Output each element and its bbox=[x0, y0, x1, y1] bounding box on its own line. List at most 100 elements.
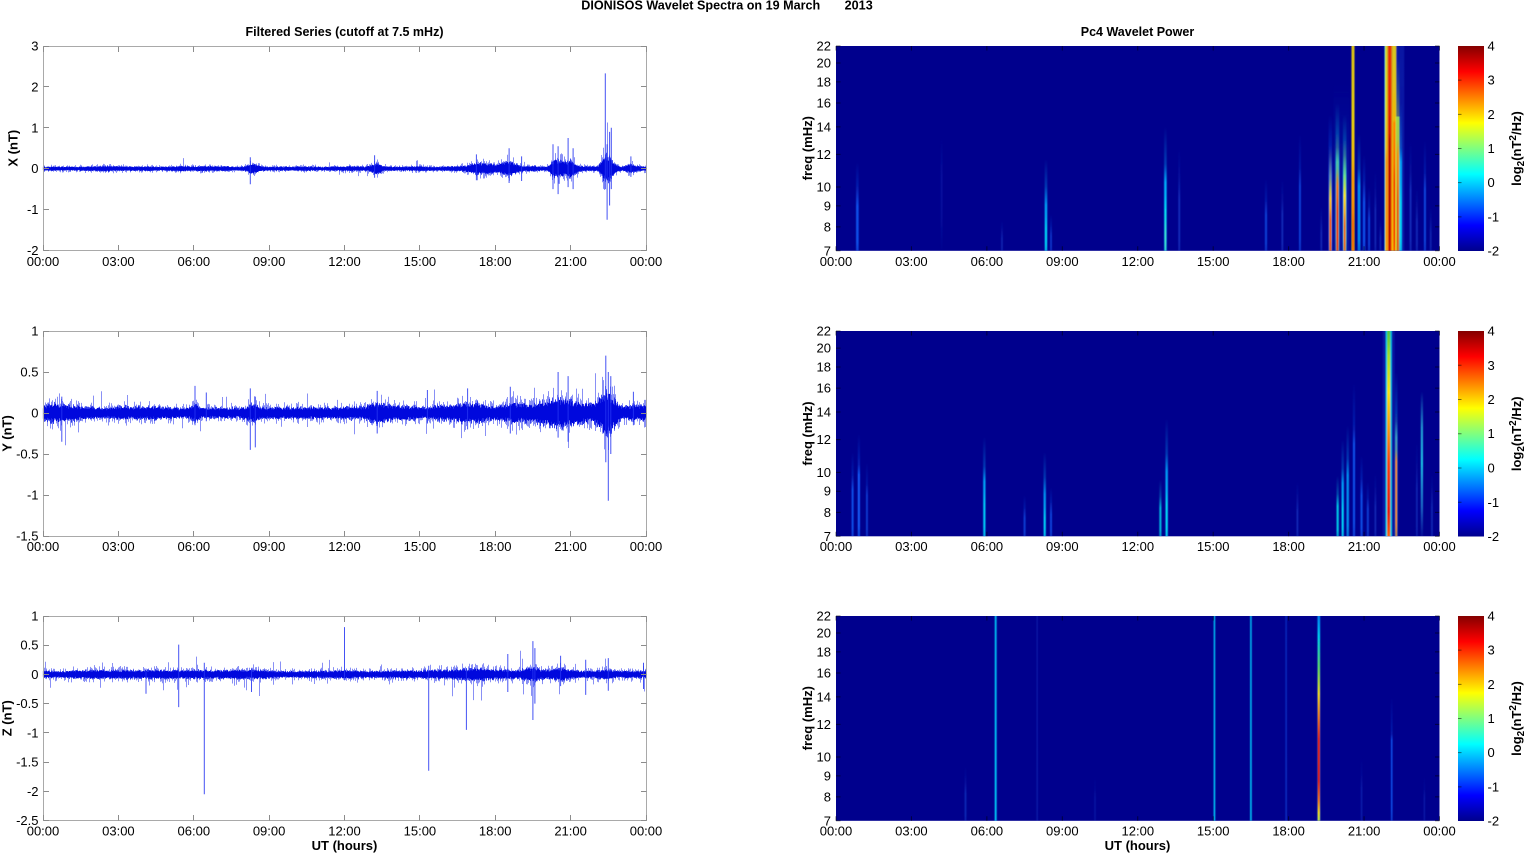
svg-text:03:00: 03:00 bbox=[102, 824, 135, 839]
svg-text:18:00: 18:00 bbox=[479, 824, 512, 839]
svg-text:Z (nT): Z (nT) bbox=[0, 700, 15, 736]
svg-text:-2: -2 bbox=[1488, 529, 1500, 544]
svg-text:21:00: 21:00 bbox=[1348, 539, 1381, 554]
svg-text:18: 18 bbox=[817, 644, 831, 659]
svg-text:22: 22 bbox=[817, 39, 831, 54]
svg-text:8: 8 bbox=[824, 505, 831, 520]
svg-text:0.5: 0.5 bbox=[20, 638, 38, 653]
svg-text:00:00: 00:00 bbox=[820, 824, 853, 839]
svg-text:00:00: 00:00 bbox=[820, 539, 853, 554]
svg-text:00:00: 00:00 bbox=[630, 539, 663, 554]
svg-text:20: 20 bbox=[817, 341, 831, 356]
svg-text:-0.5: -0.5 bbox=[16, 696, 38, 711]
svg-text:18:00: 18:00 bbox=[1272, 824, 1305, 839]
svg-text:0: 0 bbox=[31, 161, 38, 176]
svg-text:00:00: 00:00 bbox=[27, 539, 60, 554]
svg-text:20: 20 bbox=[817, 626, 831, 641]
svg-text:12:00: 12:00 bbox=[1122, 254, 1155, 269]
svg-text:log2(nT2/Hz): log2(nT2/Hz) bbox=[1508, 111, 1525, 186]
svg-text:00:00: 00:00 bbox=[1423, 824, 1456, 839]
svg-text:2: 2 bbox=[1488, 392, 1495, 407]
svg-text:-2: -2 bbox=[27, 784, 39, 799]
svg-text:03:00: 03:00 bbox=[895, 254, 928, 269]
svg-text:DIONISOS Wavelet Spectra on 19: DIONISOS Wavelet Spectra on 19 March 201… bbox=[581, 0, 872, 13]
svg-text:03:00: 03:00 bbox=[895, 824, 928, 839]
svg-text:8: 8 bbox=[824, 219, 831, 234]
svg-text:4: 4 bbox=[1488, 39, 1495, 54]
svg-text:09:00: 09:00 bbox=[1046, 539, 1079, 554]
svg-text:09:00: 09:00 bbox=[253, 539, 286, 554]
svg-text:18:00: 18:00 bbox=[479, 254, 512, 269]
svg-text:09:00: 09:00 bbox=[1046, 824, 1079, 839]
svg-text:1: 1 bbox=[1488, 141, 1495, 156]
svg-text:03:00: 03:00 bbox=[102, 254, 135, 269]
svg-text:freq (mHz): freq (mHz) bbox=[800, 401, 815, 465]
svg-text:3: 3 bbox=[31, 39, 38, 54]
svg-text:14: 14 bbox=[817, 119, 831, 134]
svg-text:14: 14 bbox=[817, 405, 831, 420]
svg-text:21:00: 21:00 bbox=[554, 254, 587, 269]
svg-text:0: 0 bbox=[1488, 745, 1495, 760]
svg-text:-2.5: -2.5 bbox=[16, 813, 38, 828]
svg-text:Filtered Series (cutoff at 7.5: Filtered Series (cutoff at 7.5 mHz) bbox=[246, 25, 444, 39]
svg-text:06:00: 06:00 bbox=[971, 539, 1004, 554]
svg-text:15:00: 15:00 bbox=[1197, 824, 1230, 839]
svg-text:00:00: 00:00 bbox=[1423, 254, 1456, 269]
svg-text:2: 2 bbox=[1488, 677, 1495, 692]
svg-text:1: 1 bbox=[31, 324, 38, 339]
svg-text:0: 0 bbox=[1488, 175, 1495, 190]
svg-text:7: 7 bbox=[824, 813, 831, 828]
svg-text:-1.5: -1.5 bbox=[16, 755, 38, 770]
svg-text:2: 2 bbox=[1488, 107, 1495, 122]
svg-text:18: 18 bbox=[817, 74, 831, 89]
svg-text:15:00: 15:00 bbox=[1197, 539, 1230, 554]
svg-text:-2: -2 bbox=[1488, 814, 1500, 829]
svg-text:18:00: 18:00 bbox=[1272, 539, 1305, 554]
svg-text:X (nT): X (nT) bbox=[6, 130, 21, 167]
svg-text:18:00: 18:00 bbox=[479, 539, 512, 554]
svg-text:06:00: 06:00 bbox=[178, 539, 211, 554]
svg-text:16: 16 bbox=[817, 666, 831, 681]
svg-text:9: 9 bbox=[824, 198, 831, 213]
svg-text:UT (hours): UT (hours) bbox=[1105, 838, 1171, 853]
svg-text:00:00: 00:00 bbox=[630, 824, 663, 839]
svg-text:00:00: 00:00 bbox=[630, 254, 663, 269]
svg-text:00:00: 00:00 bbox=[27, 824, 60, 839]
svg-text:3: 3 bbox=[1488, 73, 1495, 88]
svg-text:03:00: 03:00 bbox=[102, 539, 135, 554]
svg-text:22: 22 bbox=[817, 324, 831, 339]
svg-text:0.5: 0.5 bbox=[20, 365, 38, 380]
svg-text:00:00: 00:00 bbox=[1423, 539, 1456, 554]
svg-text:freq (mHz): freq (mHz) bbox=[800, 116, 815, 180]
svg-text:12:00: 12:00 bbox=[328, 254, 361, 269]
svg-text:06:00: 06:00 bbox=[971, 824, 1004, 839]
svg-text:Pc4 Wavelet Power: Pc4 Wavelet Power bbox=[1081, 25, 1195, 39]
svg-text:00:00: 00:00 bbox=[820, 254, 853, 269]
svg-text:21:00: 21:00 bbox=[554, 824, 587, 839]
svg-text:06:00: 06:00 bbox=[178, 824, 211, 839]
svg-text:06:00: 06:00 bbox=[178, 254, 211, 269]
svg-text:15:00: 15:00 bbox=[404, 539, 437, 554]
svg-text:21:00: 21:00 bbox=[1348, 254, 1381, 269]
svg-text:-1: -1 bbox=[27, 725, 39, 740]
svg-text:3: 3 bbox=[1488, 358, 1495, 373]
svg-text:9: 9 bbox=[824, 484, 831, 499]
svg-text:16: 16 bbox=[817, 96, 831, 111]
svg-text:log2(nT2/Hz): log2(nT2/Hz) bbox=[1508, 681, 1525, 756]
svg-text:15:00: 15:00 bbox=[1197, 254, 1230, 269]
svg-text:2: 2 bbox=[31, 79, 38, 94]
svg-text:22: 22 bbox=[817, 609, 831, 624]
svg-text:09:00: 09:00 bbox=[253, 824, 286, 839]
svg-text:14: 14 bbox=[817, 689, 831, 704]
svg-text:7: 7 bbox=[824, 529, 831, 544]
svg-text:8: 8 bbox=[824, 789, 831, 804]
svg-text:12:00: 12:00 bbox=[1122, 539, 1155, 554]
svg-text:Y (nT): Y (nT) bbox=[0, 415, 15, 452]
svg-text:-0.5: -0.5 bbox=[16, 447, 38, 462]
svg-text:18:00: 18:00 bbox=[1272, 254, 1305, 269]
svg-text:00:00: 00:00 bbox=[27, 254, 60, 269]
svg-text:21:00: 21:00 bbox=[554, 539, 587, 554]
svg-text:16: 16 bbox=[817, 381, 831, 396]
svg-text:21:00: 21:00 bbox=[1348, 824, 1381, 839]
svg-text:freq (mHz): freq (mHz) bbox=[800, 686, 815, 750]
